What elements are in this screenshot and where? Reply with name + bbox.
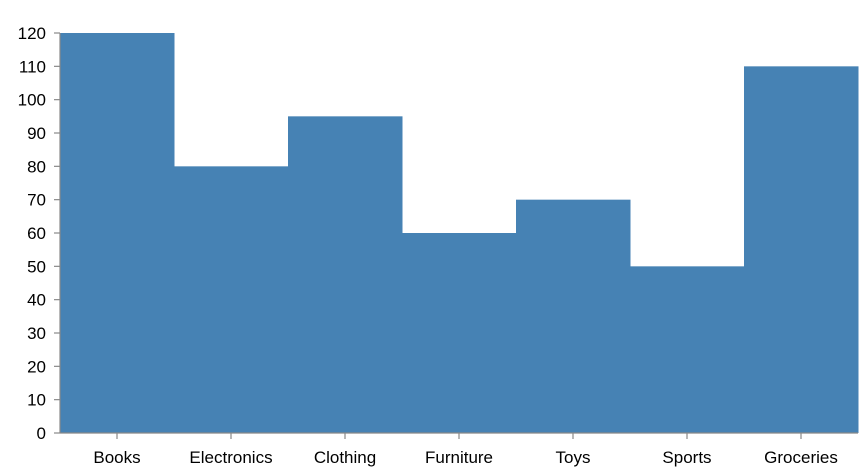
y-tick-label-90: 90 — [27, 124, 46, 143]
y-tick-label-50: 50 — [27, 257, 46, 276]
y-tick-label-30: 30 — [27, 324, 46, 343]
y-tick-label-20: 20 — [27, 357, 46, 376]
bars-group — [60, 33, 859, 434]
x-tick-label-furniture: Furniture — [425, 448, 493, 467]
y-tick-label-60: 60 — [27, 224, 46, 243]
x-tick-label-clothing: Clothing — [314, 448, 376, 467]
x-tick-label-toys: Toys — [556, 448, 591, 467]
y-tick-label-0: 0 — [37, 424, 46, 443]
x-tick-label-sports: Sports — [662, 448, 711, 467]
bar-furniture — [402, 233, 517, 433]
y-axis: 0 10 20 30 40 50 60 70 80 90 100 110 120 — [18, 24, 61, 443]
x-tick-label-groceries: Groceries — [764, 448, 838, 467]
x-axis: Books Electronics Clothing Furniture Toys Spo… — [60, 432, 858, 467]
y-tick-label-10: 10 — [27, 391, 46, 410]
y-tick-label-120: 120 — [18, 24, 46, 43]
bar-books — [60, 33, 175, 433]
x-tick-label-electronics: Electronics — [189, 448, 272, 467]
bar-electronics — [174, 166, 289, 434]
bar-clothing — [288, 116, 403, 433]
bar-toys — [516, 199, 631, 433]
y-tick-label-80: 80 — [27, 157, 46, 176]
x-tick-label-books: Books — [93, 448, 140, 467]
y-tick-label-70: 70 — [27, 191, 46, 210]
y-tick-label-40: 40 — [27, 291, 46, 310]
y-tick-label-100: 100 — [18, 91, 46, 110]
bar-groceries — [744, 66, 859, 433]
y-tick-label-110: 110 — [19, 57, 46, 76]
bar-sports — [630, 266, 745, 433]
